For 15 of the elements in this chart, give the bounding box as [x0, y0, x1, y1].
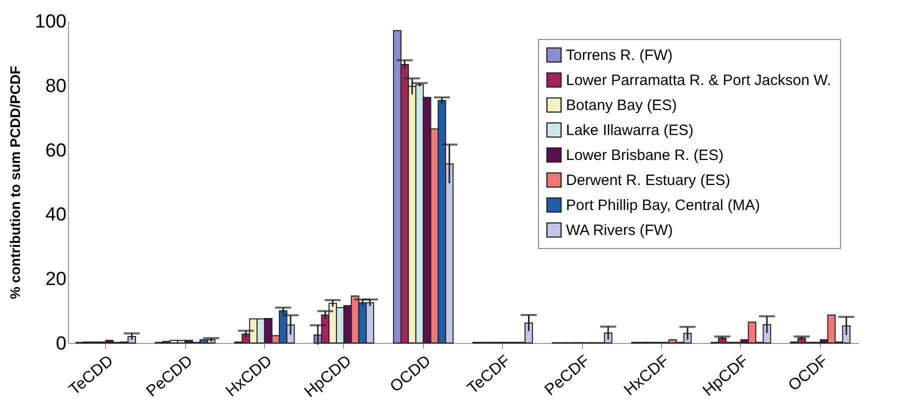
y-axis-title: % contribution to sum PCDD/PCDF	[6, 65, 23, 300]
y-tick-label: 100	[34, 12, 66, 32]
y-tick-label: 40	[45, 204, 66, 226]
legend-label: Lake Illawarra (ES)	[566, 122, 694, 139]
legend-label: Lower Parramatta R. & Port Jackson W.	[566, 72, 832, 89]
legend-label: WA Rivers (FW)	[566, 222, 673, 239]
legend-label: Port Phillip Bay, Central (MA)	[566, 197, 760, 214]
legend-label: Botany Bay (ES)	[566, 97, 677, 114]
y-tick-label: 0	[56, 334, 66, 354]
legend-label: Lower Brisbane R. (ES)	[566, 147, 724, 164]
legend-label: Derwent R. Estuary (ES)	[566, 172, 730, 189]
y-tick-label: 80	[45, 76, 66, 97]
y-tick-label: 20	[45, 269, 66, 290]
y-tick-label: 60	[45, 140, 66, 162]
legend-label: Torrens R. (FW)	[566, 47, 673, 64]
